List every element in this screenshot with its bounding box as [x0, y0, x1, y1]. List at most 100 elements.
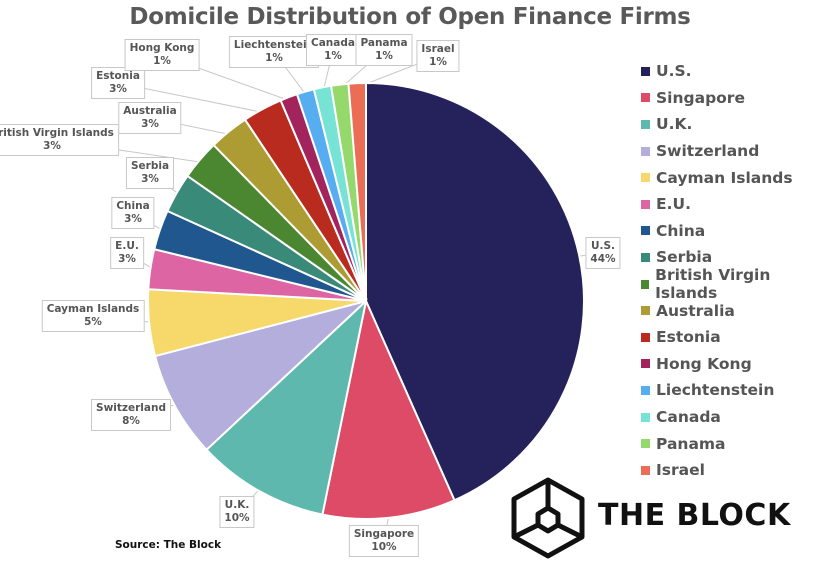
- data-label-value: 3%: [141, 118, 159, 130]
- chart-title: Domicile Distribution of Open Finance Fi…: [129, 4, 691, 30]
- data-label-name: U.S.: [590, 240, 616, 252]
- legend-swatch: [641, 119, 650, 129]
- legend-label: Estonia: [656, 328, 721, 347]
- legend-item: Panama: [641, 430, 820, 457]
- legend-swatch: [641, 306, 650, 316]
- pie-slice-u-s-: [365, 81, 585, 502]
- legend-label: Cayman Islands: [656, 168, 793, 187]
- data-label-name: China: [116, 200, 150, 212]
- legend-label: Switzerland: [656, 142, 760, 161]
- data-label: U.S. 44%: [585, 237, 621, 269]
- data-label: U.K. 10%: [219, 496, 255, 528]
- legend-swatch: [641, 465, 650, 475]
- legend-item: Switzerland: [641, 138, 820, 165]
- legend-label: Panama: [656, 434, 726, 453]
- data-label-value: 1%: [375, 50, 393, 62]
- data-label-name: Serbia: [130, 160, 170, 172]
- legend-item: British Virgin Islands: [641, 266, 820, 302]
- data-label: Canada 1%: [306, 34, 360, 66]
- legend-swatch: [641, 385, 650, 395]
- data-label-name: Liechtenstein: [233, 39, 315, 51]
- data-label-value: 1%: [265, 52, 283, 64]
- brand-name: THE BLOCK: [598, 498, 791, 533]
- legend-item: U.S.: [641, 58, 820, 85]
- data-label-value: 3%: [43, 140, 61, 152]
- data-label: Singapore 10%: [348, 525, 420, 557]
- legend-item: U.K.: [641, 111, 820, 138]
- legend-swatch: [641, 252, 650, 262]
- pie-slice-israel: [347, 81, 367, 302]
- legend-label: Liechtenstein: [656, 381, 775, 400]
- legend-label: Hong Kong: [656, 354, 752, 373]
- data-label-name: Panama: [360, 37, 408, 49]
- data-label-value: 3%: [118, 253, 136, 265]
- data-label: Panama 1%: [355, 34, 413, 66]
- legend-label: British Virgin Islands: [655, 266, 771, 303]
- data-label-name: Cayman Islands: [46, 303, 140, 315]
- data-label-value: 5%: [84, 316, 102, 328]
- data-label-name: Hong Kong: [129, 42, 195, 54]
- data-label: China 3%: [111, 197, 155, 229]
- pie-slice-u-k-: [205, 298, 368, 516]
- legend-item: Australia: [641, 297, 820, 324]
- data-label: Estonia 3%: [91, 67, 145, 99]
- legend-item: Canada: [641, 404, 820, 431]
- legend-label: Serbia: [656, 248, 713, 267]
- data-label: Switzerland 8%: [91, 399, 171, 431]
- data-label-value: 1%: [429, 56, 447, 68]
- legend-swatch: [641, 359, 650, 369]
- legend-swatch: [641, 439, 650, 449]
- data-label-name: U.K.: [224, 499, 250, 511]
- legend-swatch: [641, 199, 650, 209]
- legend-item: E.U.: [641, 191, 820, 218]
- data-label-value: 1%: [153, 55, 171, 67]
- legend-swatch: [641, 412, 650, 422]
- data-label: Serbia 3%: [125, 157, 175, 189]
- data-label-name: Israel: [421, 43, 455, 55]
- data-label-name: British Virgin Islands: [0, 127, 114, 139]
- legend-label: E.U.: [656, 195, 691, 214]
- data-label-value: 1%: [324, 50, 342, 62]
- pie-slice-switzerland: [153, 300, 367, 452]
- legend: U.S. Singapore U.K. Switzerland Cayman Islan…: [641, 58, 820, 484]
- data-label-name: Canada: [311, 37, 355, 49]
- data-label-value: 3%: [124, 213, 142, 225]
- data-label-value: 3%: [141, 173, 159, 185]
- legend-swatch: [641, 66, 650, 76]
- data-label-name: E.U.: [115, 240, 139, 252]
- legend-label: Australia: [656, 301, 735, 320]
- legend-swatch: [641, 332, 650, 342]
- data-label: Israel 1%: [416, 40, 460, 72]
- data-label-value: 44%: [590, 253, 616, 265]
- data-label-value: 8%: [122, 415, 140, 427]
- legend-label: China: [656, 221, 706, 240]
- data-label: Hong Kong 1%: [124, 39, 200, 71]
- data-label: E.U. 3%: [110, 237, 144, 269]
- the-block-cube-icon: [511, 477, 585, 559]
- legend-label: U.S.: [656, 62, 692, 81]
- legend-item: Cayman Islands: [641, 164, 820, 191]
- legend-item: Liechtenstein: [641, 377, 820, 404]
- data-label-name: Switzerland: [96, 402, 166, 414]
- data-label: Australia 3%: [118, 102, 182, 134]
- legend-swatch: [641, 93, 650, 103]
- legend-item: Serbia: [641, 244, 820, 271]
- legend-label: Israel: [656, 461, 705, 480]
- legend-item: China: [641, 218, 820, 245]
- legend-item: Estonia: [641, 324, 820, 351]
- legend-item: Singapore: [641, 85, 820, 112]
- data-label-value: 3%: [109, 83, 127, 95]
- data-label-name: Singapore: [353, 528, 415, 540]
- legend-swatch: [641, 173, 650, 183]
- legend-item: Israel: [641, 457, 820, 484]
- legend-label: Singapore: [656, 88, 745, 107]
- legend-label: U.K.: [656, 115, 693, 134]
- data-label: British Virgin Islands 3%: [0, 124, 119, 156]
- source-note: Source: The Block: [115, 539, 222, 551]
- legend-item: Hong Kong: [641, 351, 820, 378]
- legend-swatch: [641, 146, 650, 156]
- data-label: Cayman Islands 5%: [41, 300, 145, 332]
- legend-label: Canada: [656, 408, 721, 427]
